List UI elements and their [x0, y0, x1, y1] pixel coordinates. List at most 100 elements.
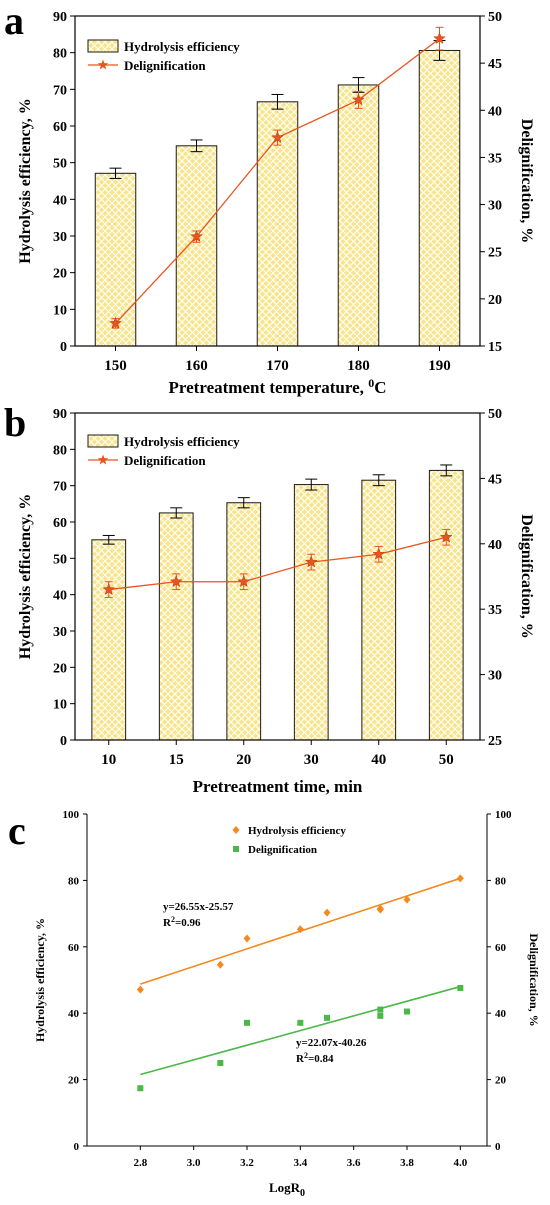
square-marker	[457, 984, 464, 991]
panel-label: a	[4, 0, 24, 43]
y2-tick-label: 80	[495, 875, 507, 887]
panel-a: a 0 10 20 30 40 50 60 70 80 90 15 20 25 30 35 40 45 50 150 1…	[0, 0, 550, 400]
x-tick-label: 170	[266, 358, 289, 374]
x-tick-label: 30	[304, 752, 319, 768]
x-tick-label: 180	[347, 358, 370, 374]
diamond-marker	[296, 925, 304, 934]
y2-tick-label: 20	[495, 1075, 507, 1087]
fit-r2-sup: 2	[171, 915, 175, 924]
y2-tick-label: 45	[488, 57, 502, 72]
panel-c: c 0 20 40 60 80 100 0 20 40 60 80 100 2.8 3.0 3.2 3.4 3.6…	[0, 800, 550, 1205]
y2-axis-title: Delignification, %	[518, 119, 535, 243]
bar	[428, 469, 464, 741]
x-tick-label: 3.4	[293, 1157, 307, 1169]
bar	[418, 49, 461, 347]
x-axis-title-sub: 0	[300, 1188, 305, 1199]
bar	[293, 484, 329, 741]
y2-tick-label: 0	[495, 1141, 501, 1153]
y-tick-label: 60	[53, 516, 67, 531]
y-tick-label: 60	[68, 942, 80, 954]
y-tick-label: 0	[60, 734, 67, 749]
bar	[337, 84, 380, 347]
y2-tick-label: 100	[495, 809, 512, 821]
square-marker	[244, 1019, 250, 1026]
x-axis-title-sup: 0	[368, 376, 374, 390]
y2-axis-title: Delignification, %	[527, 933, 541, 1026]
diamond-marker	[243, 934, 251, 943]
y2-tick-label: 50	[488, 10, 502, 25]
y-axis-title: Hydrolysis efficiency, %	[17, 494, 34, 659]
y2-tick-label: 30	[488, 669, 502, 684]
y2-tick-label: 35	[488, 151, 502, 166]
x-tick-label: 3.6	[347, 1157, 361, 1169]
diamond-marker	[456, 874, 464, 883]
square-marker	[137, 1085, 144, 1092]
fit-equation: y=26.55x-25.57	[163, 901, 234, 913]
y2-tick-label: 35	[488, 603, 502, 618]
fit-equation: y=22.07x-40.26	[296, 1037, 367, 1049]
y-tick-label: 80	[53, 47, 67, 62]
legend-square-swatch	[233, 846, 239, 852]
bar	[361, 479, 397, 741]
diamond-marker	[403, 895, 411, 904]
y-tick-label: 30	[53, 625, 67, 640]
chart-b-svg: b 0 10 20 30 40 50 60 70 80 90 25 30 35 40 45 50 10 15 20 30…	[4, 400, 535, 796]
star-marker	[271, 130, 284, 144]
bar	[158, 512, 194, 741]
y2-tick-label: 40	[488, 538, 502, 553]
y-tick-label: 80	[68, 875, 80, 887]
star-marker	[372, 547, 386, 560]
x-tick-label: 40	[371, 752, 386, 768]
square-marker	[377, 1012, 384, 1019]
y-tick-label: 100	[63, 809, 80, 821]
fit-r2-sup: 2	[304, 1051, 308, 1060]
y-tick-label: 50	[53, 552, 67, 567]
legend-bar-swatch	[87, 39, 119, 53]
bar	[175, 145, 218, 347]
fit-r2: R2=0.96	[163, 915, 201, 929]
y-tick-label: 40	[68, 1008, 80, 1020]
x-tick-label: 150	[104, 358, 127, 374]
star-marker	[433, 31, 446, 45]
y-tick-label: 0	[74, 1141, 80, 1153]
x-tick-label: 4.0	[453, 1157, 467, 1169]
y2-tick-label: 50	[488, 407, 502, 422]
y-tick-label: 20	[53, 267, 67, 282]
y-tick-label: 0	[60, 340, 67, 355]
x-tick-label: 190	[428, 358, 451, 374]
x-tick-label: 15	[169, 752, 184, 768]
y2-tick-label: 15	[488, 340, 502, 355]
y2-tick-label: 60	[495, 942, 507, 954]
fit-r2-value: =0.96	[175, 917, 201, 929]
y-tick-label: 40	[53, 589, 67, 604]
y2-tick-label: 45	[488, 472, 502, 487]
star-marker	[109, 316, 122, 329]
x-axis-title: Pretreatment time, min	[193, 777, 363, 796]
y2-tick-label: 25	[488, 246, 502, 261]
x-tick-label: 3.8	[400, 1157, 414, 1169]
star-marker	[102, 582, 116, 596]
legend-label: Delignification	[124, 453, 206, 468]
x-tick-label: 3.2	[240, 1157, 254, 1169]
x-tick-label: 10	[101, 752, 116, 768]
y2-tick-label: 40	[488, 104, 502, 119]
legend-label: Delignification	[124, 58, 206, 73]
fit-line	[140, 985, 461, 1076]
square-marker	[377, 1006, 384, 1013]
diamond-marker	[323, 908, 331, 917]
y-tick-label: 90	[53, 407, 67, 422]
y-tick-label: 70	[53, 480, 67, 495]
star-marker	[237, 575, 251, 588]
x-tick-label: 20	[236, 752, 251, 768]
star-marker	[169, 575, 183, 588]
y-tick-label: 10	[53, 303, 67, 318]
legend-star-swatch	[97, 59, 109, 70]
bar	[226, 502, 262, 741]
chart-a-svg: a 0 10 20 30 40 50 60 70 80 90 15 20 25 30 35 40 45 50 150 1…	[4, 0, 535, 397]
diamond-marker	[136, 985, 144, 994]
diamond-marker	[376, 904, 384, 913]
panel-b: b 0 10 20 30 40 50 60 70 80 90 25 30 35 40 45 50 10 15 20 30…	[0, 400, 550, 800]
y2-tick-label: 25	[488, 734, 502, 749]
y-tick-label: 40	[53, 193, 67, 208]
